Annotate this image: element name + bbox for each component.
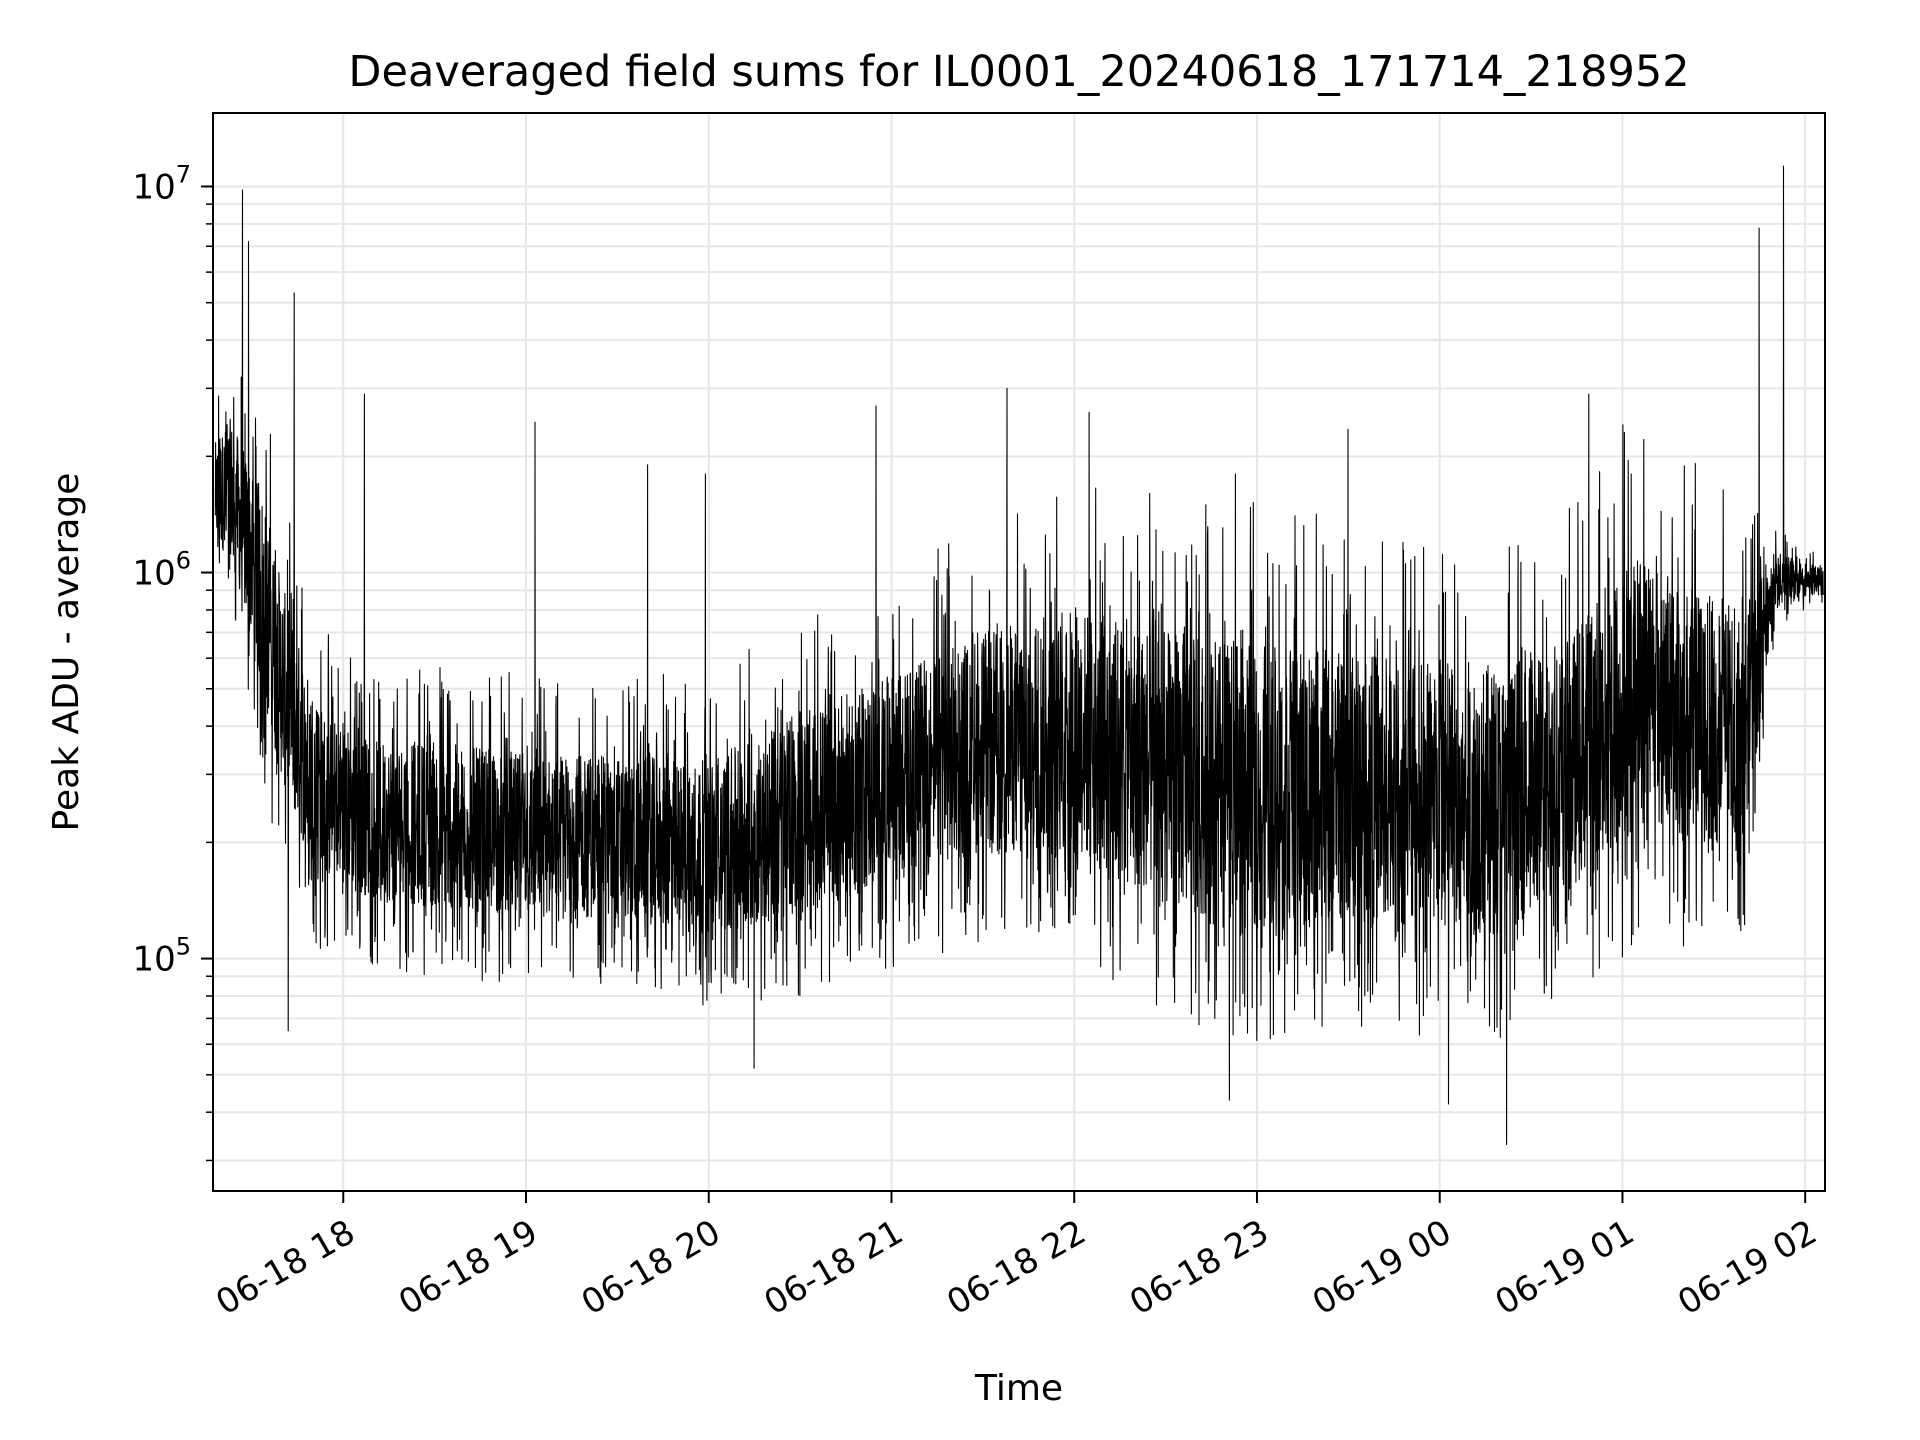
plot-frame [212,112,1826,1192]
y-axis-ticks: 105 106 107 [132,160,213,1162]
y-tick-label: 107 [132,160,191,207]
y-axis-label: Peak ADU - average [46,473,87,832]
chart-title: Deaveraged field sums for IL0001_2024061… [348,47,1689,97]
series-group [214,165,1825,1146]
y-tick-label: 105 [132,933,191,980]
x-axis-label: Time [974,1368,1063,1409]
y-tick-label: 106 [132,547,191,594]
series-line [214,165,1825,1146]
